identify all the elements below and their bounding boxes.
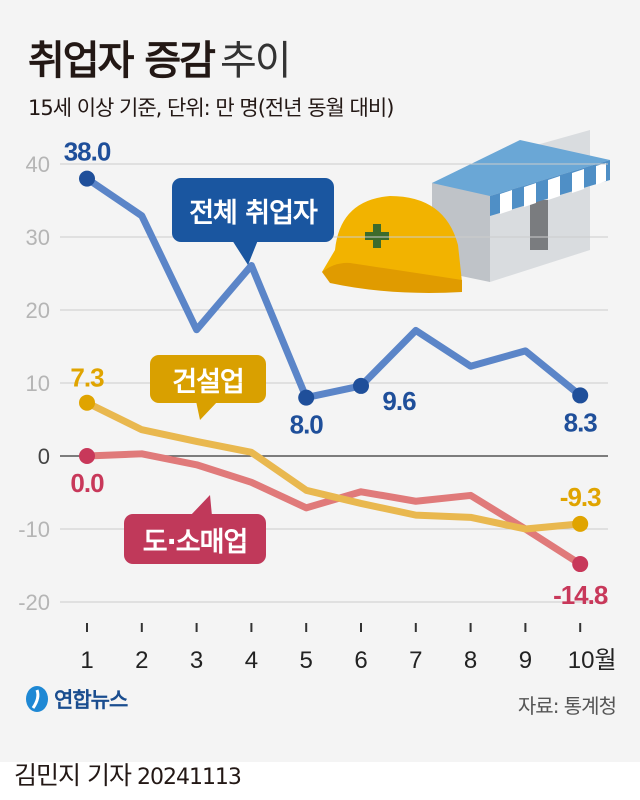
data-label: 8.0 — [290, 410, 324, 440]
y-tick-label: -10 — [18, 517, 50, 542]
data-point — [79, 448, 95, 464]
data-label: -14.8 — [553, 580, 608, 610]
callout-label: 전체 취업자 — [189, 197, 318, 229]
y-tick-label: 20 — [26, 298, 50, 323]
x-tick-label: 2 — [135, 647, 148, 674]
x-tick-label: 10월 — [568, 647, 617, 674]
x-tick-label: 8 — [464, 647, 477, 674]
callout-tail — [196, 401, 218, 420]
byline: 김민지 기자 20241113 — [14, 756, 242, 792]
callout-label: 건설업 — [172, 366, 245, 398]
data-point — [79, 170, 95, 187]
data-labels: 0.0 -14.8 7.3 -9.3 38.0 8.0 9.6 8.3 — [64, 137, 609, 610]
line-chart: 40 30 20 10 0 -10 -20 1 2 3 4 5 6 7 8 9 10월 0.0 -14.8 7.3… — [18, 130, 617, 674]
series-line-total — [85, 175, 583, 402]
callout-label: 도·소매업 — [142, 526, 249, 558]
data-point — [572, 556, 589, 573]
x-tick-label: 7 — [409, 647, 422, 674]
data-point — [572, 515, 589, 532]
y-tick-label: 40 — [26, 152, 50, 177]
yonhap-logo-icon — [26, 686, 48, 712]
yonhap-logo: 연합뉴스 — [24, 684, 128, 714]
page-title: 취업자 증감 추이 — [28, 28, 292, 86]
hardhat-icon — [322, 196, 462, 293]
y-tick-label: 0 — [38, 444, 50, 469]
y-tick-label: -20 — [18, 590, 50, 615]
illustration — [322, 130, 610, 293]
data-label: 9.6 — [382, 386, 416, 416]
chart-subtitle: 15세 이상 기준, 단위: 만 명(전년 동월 대비) — [28, 96, 394, 120]
y-axis: 40 30 20 10 0 -10 -20 — [18, 152, 50, 615]
x-tick-label: 1 — [80, 647, 93, 674]
y-tick-label: 30 — [26, 225, 50, 250]
reporter: 김민지 기자 — [14, 761, 132, 790]
callout-retail: 도·소매업 — [124, 514, 266, 564]
logo-text: 연합뉴스 — [54, 688, 128, 712]
x-tick-label: 9 — [519, 647, 532, 674]
callout-tail — [190, 495, 212, 516]
y-tick-label: 10 — [26, 371, 50, 396]
title-bold: 취업자 증감 — [28, 38, 216, 84]
x-axis: 1 2 3 4 5 6 7 8 9 10월 — [80, 623, 617, 674]
data-label: 0.0 — [70, 468, 104, 498]
data-label: 8.3 — [564, 407, 598, 437]
data-point — [572, 387, 589, 404]
infographic-panel — [0, 0, 640, 762]
data-label: -9.3 — [560, 482, 601, 512]
data-label: 7.3 — [70, 363, 104, 393]
x-tick-label: 3 — [190, 647, 203, 674]
data-point — [79, 394, 95, 411]
date: 20241113 — [136, 765, 242, 790]
data-point — [298, 389, 315, 406]
source-note: 자료: 통계청 — [517, 694, 617, 718]
series-group — [79, 170, 589, 573]
x-tick-label: 4 — [245, 647, 258, 674]
x-tick-label: 5 — [300, 647, 313, 674]
series-line-construction — [85, 399, 581, 533]
callout-construction: 건설업 — [150, 355, 266, 403]
callout-tail — [232, 240, 258, 265]
data-point — [353, 377, 369, 394]
data-label: 38.0 — [64, 137, 111, 167]
x-tick-label: 6 — [354, 647, 367, 674]
title-light: 추이 — [219, 38, 292, 84]
callout-total-employed: 전체 취업자 — [172, 178, 334, 242]
